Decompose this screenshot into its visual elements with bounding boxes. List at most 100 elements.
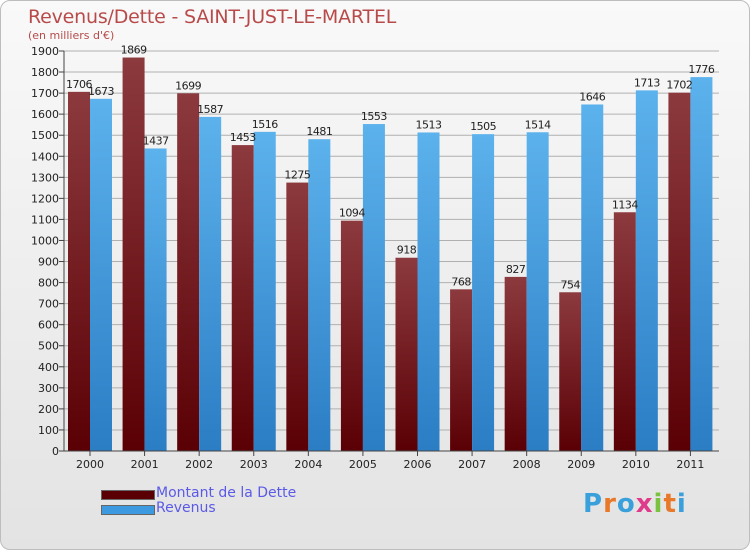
debt-bar bbox=[668, 92, 691, 452]
revenue-bar bbox=[690, 77, 713, 452]
debt-value-label: 754 bbox=[561, 278, 581, 291]
revenue-value-label: 1587 bbox=[197, 103, 223, 116]
logo-letter: i bbox=[676, 489, 687, 519]
debt-bar bbox=[504, 276, 527, 451]
debt-bar bbox=[340, 220, 363, 451]
y-tick-label: 500 bbox=[38, 340, 59, 353]
x-axis-ticks: 2000 2001 2002 2003 2004 2005 2006 2007 2008 2009… bbox=[76, 451, 704, 471]
revenue-bar bbox=[635, 90, 658, 452]
legend-label-debt: Montant de la Dette bbox=[156, 485, 297, 501]
debt-value-label: 1699 bbox=[175, 79, 201, 92]
revenue-value-label: 1514 bbox=[525, 118, 551, 131]
x-tick-label: 2002 bbox=[185, 458, 213, 471]
x-tick-label: 2009 bbox=[567, 458, 595, 471]
revenue-value-label: 1646 bbox=[579, 90, 605, 103]
debt-value-label: 918 bbox=[397, 244, 417, 257]
debt-value-label: 1453 bbox=[230, 131, 256, 144]
y-tick-label: 700 bbox=[38, 298, 59, 311]
revenue-bar bbox=[199, 116, 222, 451]
chart-title: Revenus/Dette - SAINT-JUST-LE-MARTEL bbox=[28, 6, 397, 28]
y-tick-label: 0 bbox=[52, 445, 59, 458]
x-tick-label: 2011 bbox=[676, 458, 704, 471]
debt-bar bbox=[613, 212, 636, 451]
logo-letter: o bbox=[616, 489, 636, 519]
debt-value-label: 1706 bbox=[66, 78, 92, 91]
x-tick-label: 2003 bbox=[240, 458, 268, 471]
debt-bar bbox=[177, 93, 200, 451]
revenue-bar bbox=[90, 98, 112, 451]
bars bbox=[68, 57, 713, 452]
revenue-value-label: 1516 bbox=[252, 118, 278, 131]
y-axis-ticks: 0 100 200 300 400 500 600 700 800 900 1000 1100 1200… bbox=[31, 45, 64, 458]
y-tick-label: 400 bbox=[38, 361, 59, 374]
x-tick-label: 2000 bbox=[76, 458, 104, 471]
legend-swatch-revenue bbox=[101, 505, 155, 515]
y-tick-label: 1300 bbox=[31, 171, 59, 184]
x-tick-label: 2006 bbox=[404, 458, 432, 471]
revenue-value-label: 1776 bbox=[688, 63, 714, 76]
logo-letter: t bbox=[663, 489, 677, 519]
y-tick-label: 200 bbox=[38, 403, 59, 416]
legend-swatch-debt bbox=[101, 490, 155, 500]
logo-letter: x bbox=[635, 489, 654, 519]
y-tick-label: 900 bbox=[38, 256, 59, 269]
y-tick-label: 1000 bbox=[31, 234, 59, 247]
x-tick-label: 2001 bbox=[131, 458, 159, 471]
x-tick-label: 2004 bbox=[294, 458, 322, 471]
y-tick-label: 1600 bbox=[31, 108, 59, 121]
proxiti-logo: Proxiti bbox=[583, 489, 687, 519]
legend-label-revenue: Revenus bbox=[156, 500, 216, 516]
debt-bar bbox=[122, 57, 145, 452]
debt-value-label: 827 bbox=[506, 263, 526, 276]
revenue-value-label: 1505 bbox=[470, 120, 496, 133]
debt-value-label: 1134 bbox=[612, 198, 638, 211]
debt-value-label: 1869 bbox=[121, 44, 147, 57]
logo-letter: P bbox=[583, 489, 604, 519]
revenue-bar bbox=[253, 131, 276, 451]
revenue-value-label: 1437 bbox=[143, 134, 169, 147]
logo-letter: i bbox=[653, 489, 664, 519]
revenue-value-label: 1481 bbox=[306, 125, 332, 138]
x-tick-label: 2007 bbox=[458, 458, 486, 471]
revenue-bar bbox=[417, 132, 440, 451]
debt-value-label: 1094 bbox=[339, 207, 365, 220]
y-tick-label: 1700 bbox=[31, 87, 59, 100]
x-tick-label: 2010 bbox=[622, 458, 650, 471]
y-tick-label: 600 bbox=[38, 319, 59, 332]
y-tick-label: 300 bbox=[38, 382, 59, 395]
grid-lines bbox=[64, 50, 719, 452]
logo-letter: r bbox=[603, 489, 617, 519]
x-tick-label: 2008 bbox=[513, 458, 541, 471]
revenue-bar bbox=[144, 148, 167, 451]
revenue-value-label: 1553 bbox=[361, 110, 387, 123]
y-tick-label: 1400 bbox=[31, 150, 59, 163]
y-tick-label: 1900 bbox=[31, 45, 59, 58]
debt-bar bbox=[286, 182, 309, 451]
y-tick-label: 1100 bbox=[31, 213, 59, 226]
debt-bar bbox=[395, 257, 418, 451]
y-tick-label: 1500 bbox=[31, 129, 59, 142]
x-tick-label: 2005 bbox=[349, 458, 377, 471]
revenue-value-label: 1713 bbox=[634, 76, 660, 89]
chart-subtitle: (en milliers d'€) bbox=[28, 29, 115, 42]
debt-bar bbox=[559, 292, 582, 451]
axes bbox=[63, 51, 719, 452]
y-tick-label: 1800 bbox=[31, 66, 59, 79]
debt-value-label: 768 bbox=[451, 275, 471, 288]
revenue-value-label: 1513 bbox=[416, 118, 442, 131]
y-tick-label: 100 bbox=[38, 424, 59, 437]
revenue-bar bbox=[526, 132, 549, 451]
revenue-bar bbox=[581, 104, 604, 451]
debt-value-label: 1702 bbox=[666, 79, 692, 92]
revenue-bar bbox=[472, 134, 495, 451]
y-tick-label: 800 bbox=[38, 277, 59, 290]
debt-bar bbox=[450, 289, 473, 451]
y-tick-label: 1200 bbox=[31, 192, 59, 205]
debt-value-label: 1275 bbox=[284, 169, 310, 182]
revenue-bar bbox=[308, 139, 331, 452]
revenue-bar bbox=[362, 124, 385, 451]
revenue-value-label: 1673 bbox=[88, 85, 114, 98]
